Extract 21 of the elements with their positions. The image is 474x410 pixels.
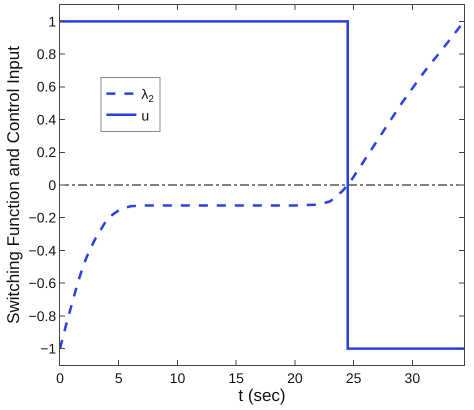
y-tick-label: 0	[48, 176, 56, 193]
x-tick-label: 25	[346, 370, 362, 386]
x-tick-label: 15	[228, 370, 244, 386]
y-tick-label: −1	[40, 340, 56, 357]
legend-label: λ$_{2}$	[141, 86, 154, 105]
y-tick-label: −0.8	[28, 308, 56, 324]
y-tick-label: 0.8	[36, 46, 56, 62]
y-axis-title: Switching Function and Control Input	[4, 46, 24, 324]
legend-label: u	[141, 107, 150, 124]
y-tick-label: −0.2	[28, 210, 56, 226]
y-tick-label: 0.6	[36, 78, 56, 95]
y-tick-label: −0.6	[28, 275, 56, 292]
y-tick-label: 1	[48, 13, 56, 30]
x-tick-label: 30	[404, 370, 420, 386]
x-tick-label: 20	[287, 370, 303, 386]
y-tick-label: −0.4	[28, 242, 56, 258]
x-tick-label: 10	[170, 370, 186, 386]
x-axis-title: t (sec)	[238, 386, 286, 406]
y-tick-label: 0.4	[36, 111, 56, 128]
x-tick-label: 5	[114, 370, 123, 386]
y-tick-label: 0.2	[36, 144, 56, 160]
